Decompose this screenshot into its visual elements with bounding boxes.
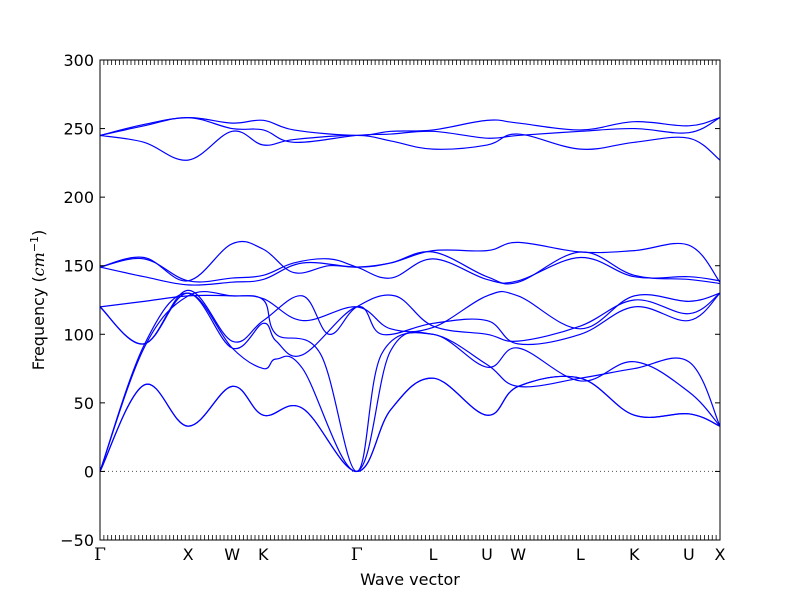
y-tick-label: 250 [63,120,94,139]
x-symmetry-point-label: X [183,545,194,564]
y-axis-label: Frequency (cm−1) [28,230,48,371]
phonon-branch-10 [99,240,721,283]
y-axis-label-suffix: ) [29,230,48,236]
x-symmetry-point-label: Γ [94,545,106,565]
x-symmetry-point-label: K [258,545,269,564]
x-symmetry-point-label: L [576,545,585,564]
phonon-branch-3 [99,290,721,473]
y-tick-label: 100 [63,325,94,344]
plot-frame [99,59,721,541]
phonon-branch-9 [99,256,721,284]
x-symmetry-point-label: L [429,545,438,564]
x-symmetry-point-label: K [629,545,640,564]
y-tick-label: −50 [60,531,94,550]
y-tick-label: 0 [84,462,94,481]
y-tick-label: 150 [63,257,94,276]
x-symmetry-point-label: W [510,545,526,564]
x-symmetry-point-label: Γ [351,545,363,565]
y-axis-label-prefix: Frequency ( [29,276,48,370]
x-symmetry-point-label: U [481,545,493,564]
y-tick-label: 200 [63,188,94,207]
phonon-branch-11 [99,130,721,161]
y-tick-label: 300 [63,51,94,70]
y-tick-label: 50 [74,394,94,413]
phonon-branch-2 [99,375,721,473]
phonon-branch-12 [99,116,721,143]
x-symmetry-point-label: W [224,545,240,564]
phonon-branch-7 [99,290,721,333]
phonon-branch-13 [99,116,721,137]
axis-ticks [99,59,721,541]
plot-area [99,116,721,473]
x-axis-label: Wave vector [360,570,460,589]
x-symmetry-point-label: U [683,545,695,564]
y-axis-label-exponent: −1 [28,236,41,252]
x-symmetry-point-label: X [715,545,726,564]
y-axis-label-unit: cm [29,252,48,276]
